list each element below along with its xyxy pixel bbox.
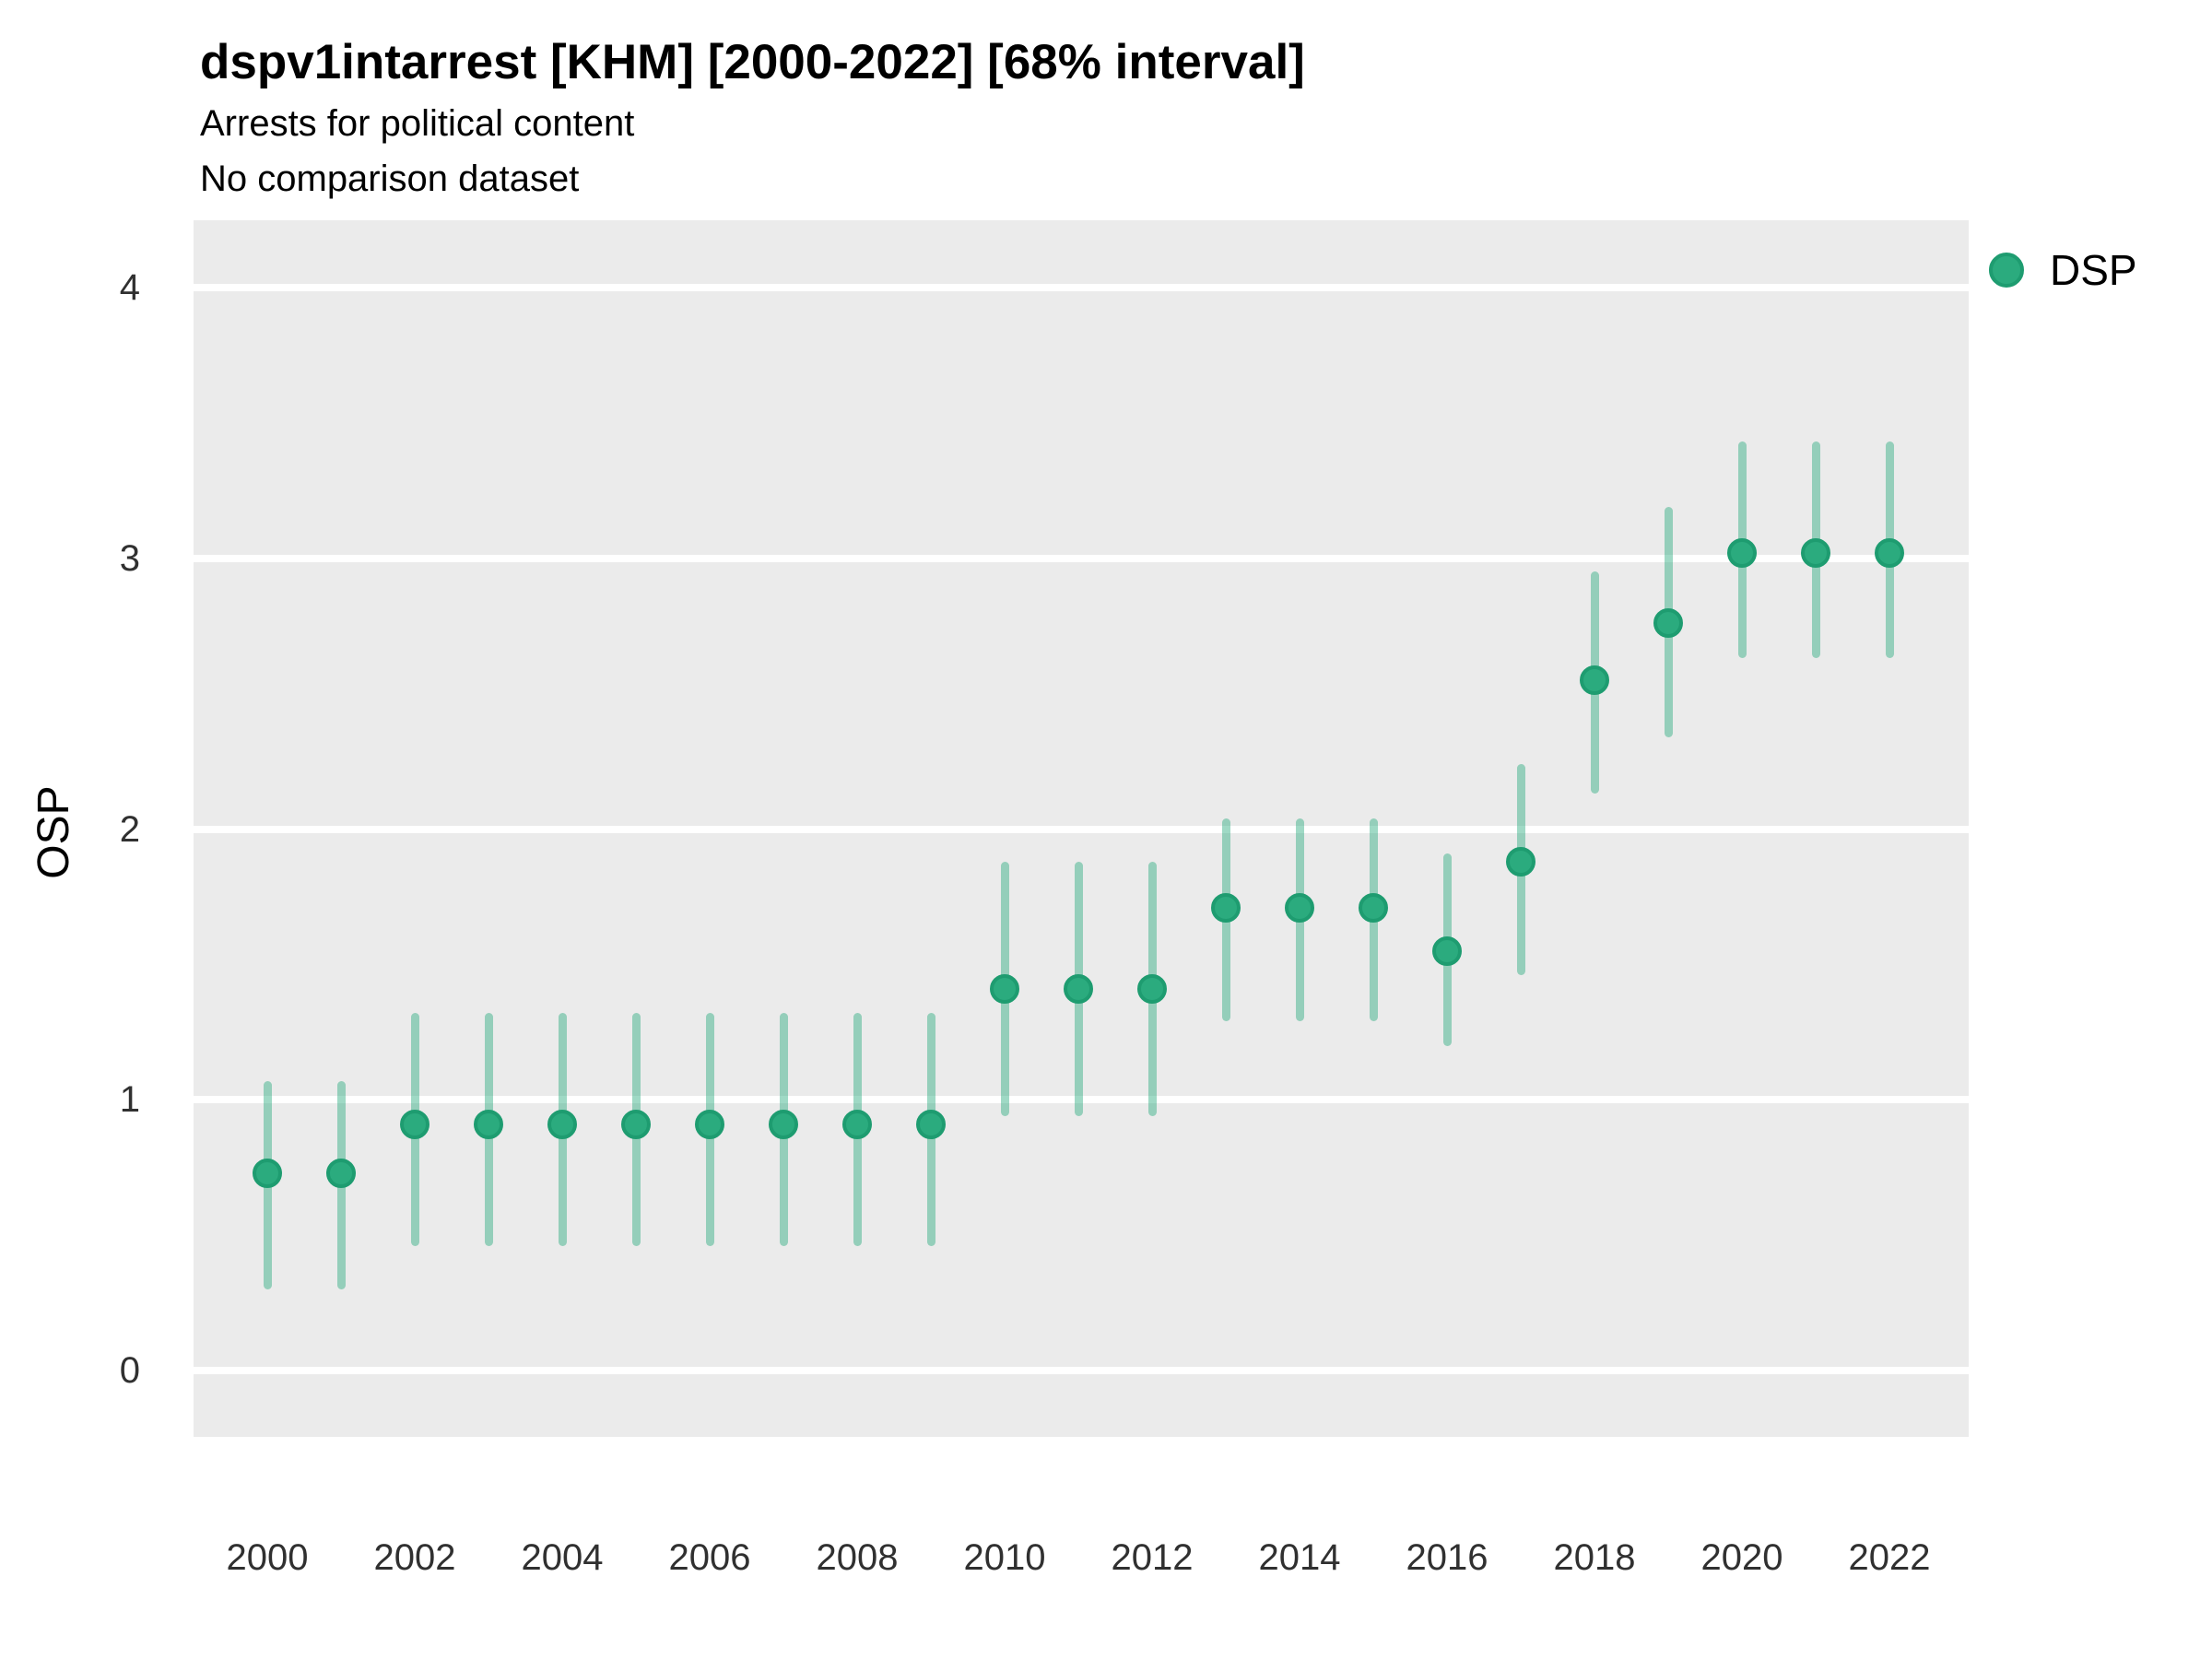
data-point-2001 (326, 1158, 356, 1188)
data-point-2022 (1875, 537, 1904, 568)
data-point-2006 (695, 1109, 724, 1139)
data-point-2016 (1432, 935, 1462, 966)
gridline-y-2 (194, 825, 1969, 833)
data-point-2018 (1580, 665, 1609, 695)
data-point-2007 (769, 1109, 798, 1139)
x-tick-label-2004: 2004 (521, 1537, 604, 1578)
gridline-y-4 (194, 284, 1969, 291)
data-point-2015 (1359, 892, 1388, 923)
data-point-2008 (842, 1109, 872, 1139)
x-tick-label-2008: 2008 (816, 1537, 899, 1578)
x-tick-label-2020: 2020 (1700, 1537, 1783, 1578)
x-tick-label-2002: 2002 (373, 1537, 456, 1578)
chart-subtitle-1: Arrests for political content (200, 103, 635, 144)
data-point-2004 (547, 1109, 577, 1139)
x-tick-label-2016: 2016 (1406, 1537, 1488, 1578)
data-point-2014 (1285, 892, 1314, 923)
legend-label: DSP (2050, 246, 2137, 294)
x-tick-label-2014: 2014 (1258, 1537, 1341, 1578)
chart-subtitle-2: No comparison dataset (200, 159, 580, 199)
gridline-y-3 (194, 554, 1969, 562)
data-point-2005 (621, 1109, 651, 1139)
data-point-2003 (474, 1109, 503, 1139)
x-tick-label-2006: 2006 (668, 1537, 751, 1578)
data-point-2013 (1211, 892, 1241, 923)
y-tick-label-4: 4 (119, 267, 140, 308)
x-tick-label-2018: 2018 (1553, 1537, 1636, 1578)
data-point-2002 (400, 1109, 429, 1139)
legend-dot-icon (1989, 253, 2024, 288)
data-point-2010 (990, 973, 1019, 1004)
y-tick-label-0: 0 (119, 1350, 140, 1391)
gridline-y-1 (194, 1096, 1969, 1104)
y-tick-label-1: 1 (119, 1079, 140, 1121)
y-tick-label-3: 3 (119, 537, 140, 579)
data-point-2017 (1506, 846, 1535, 877)
x-tick-label-2022: 2022 (1848, 1537, 1931, 1578)
legend: DSP (1989, 249, 2137, 291)
x-tick-label-2000: 2000 (226, 1537, 309, 1578)
data-point-2011 (1064, 973, 1093, 1004)
data-point-2021 (1801, 537, 1830, 568)
x-tick-label-2010: 2010 (963, 1537, 1046, 1578)
data-point-2020 (1727, 537, 1757, 568)
data-point-2000 (253, 1158, 282, 1188)
chart-title: dspv1intarrest [KHM] [2000-2022] [68% in… (200, 35, 1305, 89)
data-point-2019 (1653, 608, 1683, 639)
y-tick-label-2: 2 (119, 808, 140, 850)
data-point-2009 (916, 1109, 946, 1139)
gridline-y-0 (194, 1367, 1969, 1374)
x-tick-label-2012: 2012 (1111, 1537, 1194, 1578)
data-point-2012 (1137, 973, 1167, 1004)
plot-panel (194, 220, 1969, 1437)
